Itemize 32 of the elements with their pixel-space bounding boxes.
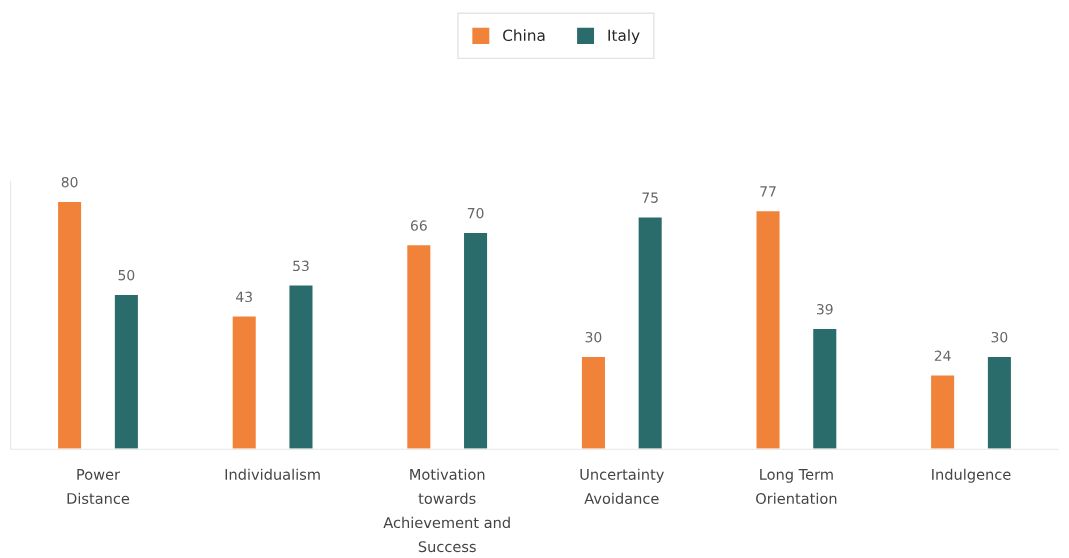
data-label: 30 xyxy=(991,331,1008,343)
x-tick-label: Uncertainty Avoidance xyxy=(580,468,664,505)
bar xyxy=(755,209,781,450)
x-tick-label: Long Term Orientation xyxy=(756,469,837,505)
data-label: 75 xyxy=(642,192,658,203)
data-label: 50 xyxy=(118,269,135,281)
bar xyxy=(929,374,956,450)
bar xyxy=(637,215,664,450)
data-label: 30 xyxy=(585,331,602,343)
bar xyxy=(113,293,140,450)
bar xyxy=(462,231,489,450)
data-label: 80 xyxy=(61,176,78,188)
legend-label: China xyxy=(503,29,545,42)
bar xyxy=(288,284,314,450)
data-label: 53 xyxy=(293,260,309,272)
data-label: 77 xyxy=(760,186,776,197)
x-tick-label: Motivation towards Achievement and Success xyxy=(383,468,510,553)
bar xyxy=(811,327,838,450)
x-tick-label: Individualism xyxy=(225,468,320,480)
x-tick-label: Power Distance xyxy=(67,469,130,505)
legend-label: Italy xyxy=(608,29,640,45)
bar xyxy=(56,200,83,450)
bar xyxy=(580,355,607,450)
x-tick-label: Indulgence xyxy=(932,468,1011,483)
bar xyxy=(405,243,432,450)
data-label: 39 xyxy=(817,303,833,315)
bar xyxy=(231,315,258,450)
bar xyxy=(986,355,1013,450)
data-label: 43 xyxy=(236,291,252,303)
data-label: 66 xyxy=(410,220,427,231)
data-label: 24 xyxy=(934,350,951,361)
data-label: 70 xyxy=(467,207,484,219)
